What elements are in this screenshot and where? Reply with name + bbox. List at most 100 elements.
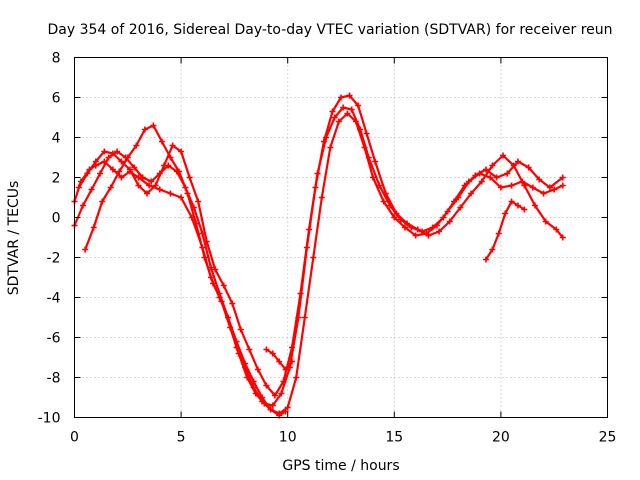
data-point	[489, 162, 496, 169]
chart-title: Day 354 of 2016, Sidereal Day-to-day VTE…	[47, 22, 612, 38]
data-point	[446, 218, 453, 225]
data-point	[156, 186, 163, 193]
data-point	[246, 346, 253, 353]
data-point	[178, 148, 185, 155]
data-point	[391, 214, 398, 221]
data-point	[365, 154, 372, 161]
x-tick-label: 20	[492, 430, 510, 446]
data-point	[301, 314, 308, 321]
data-point	[525, 164, 532, 171]
data-point	[478, 178, 485, 185]
y-tick-label: -4	[47, 291, 61, 307]
data-point	[529, 184, 536, 191]
data-point	[559, 182, 566, 189]
data-point	[497, 184, 504, 191]
data-point	[372, 158, 379, 165]
series-track-5	[263, 346, 295, 373]
data-point	[143, 190, 150, 197]
data-point	[436, 228, 443, 235]
data-point	[542, 218, 549, 225]
data-point	[148, 178, 155, 185]
data-point	[280, 378, 287, 385]
data-point	[203, 238, 210, 245]
data-point	[92, 158, 99, 165]
data-point	[150, 122, 157, 129]
data-point	[90, 224, 97, 231]
data-point	[346, 92, 353, 99]
data-point	[335, 118, 342, 125]
data-point	[152, 182, 159, 189]
data-point	[331, 114, 338, 121]
data-point	[186, 174, 193, 181]
data-point	[408, 224, 415, 231]
data-point	[88, 186, 95, 193]
data-point	[468, 190, 475, 197]
data-point	[310, 254, 317, 261]
data-point	[559, 234, 566, 241]
data-point	[514, 158, 521, 165]
data-point	[75, 184, 82, 191]
data-point	[276, 358, 283, 365]
data-point	[169, 142, 176, 149]
y-tick-label: -2	[47, 251, 61, 267]
data-point	[118, 158, 125, 165]
data-point	[293, 374, 300, 381]
data-point	[263, 346, 270, 353]
y-tick-label: -10	[38, 411, 61, 427]
data-point	[252, 390, 259, 397]
data-point	[546, 184, 553, 191]
data-point	[146, 182, 153, 189]
data-point	[101, 148, 108, 155]
data-point	[450, 198, 457, 205]
data-point	[340, 104, 347, 111]
data-point	[82, 246, 89, 253]
data-point	[288, 358, 295, 365]
y-tick-label: 8	[52, 51, 61, 67]
data-point	[472, 172, 479, 179]
series-track-6	[482, 198, 528, 263]
data-point	[482, 256, 489, 263]
data-point	[133, 142, 140, 149]
data-layer	[71, 92, 566, 419]
data-point	[327, 144, 334, 151]
x-tick-label: 25	[599, 430, 617, 446]
data-point	[158, 138, 165, 145]
data-point	[355, 102, 362, 109]
data-point	[167, 190, 174, 197]
data-point	[514, 202, 521, 209]
data-point	[229, 300, 236, 307]
data-point	[109, 166, 116, 173]
data-point	[502, 210, 509, 217]
data-point	[271, 392, 278, 399]
data-point	[124, 154, 131, 161]
data-point	[220, 282, 227, 289]
data-point	[139, 174, 146, 181]
data-point	[114, 148, 121, 155]
data-point	[323, 134, 330, 141]
data-point	[440, 214, 447, 221]
data-point	[184, 190, 191, 197]
data-point	[559, 174, 566, 181]
data-point	[282, 366, 289, 373]
data-point	[99, 198, 106, 205]
data-point	[212, 266, 219, 273]
data-point	[116, 168, 123, 175]
y-tick-label: 4	[52, 131, 61, 147]
plot-frame	[74, 57, 608, 418]
data-point	[107, 184, 114, 191]
data-point	[401, 224, 408, 231]
data-point	[551, 186, 558, 193]
data-point	[419, 228, 426, 235]
data-point	[178, 194, 185, 201]
data-point	[201, 254, 208, 261]
data-point	[250, 378, 257, 385]
series-track-4	[75, 104, 566, 399]
data-point	[109, 150, 116, 157]
data-point	[161, 162, 168, 169]
series-track-1	[71, 110, 566, 417]
data-point	[235, 350, 242, 357]
data-point	[553, 226, 560, 233]
data-point	[357, 126, 364, 133]
series-track-3	[82, 92, 566, 409]
data-point	[97, 170, 104, 177]
